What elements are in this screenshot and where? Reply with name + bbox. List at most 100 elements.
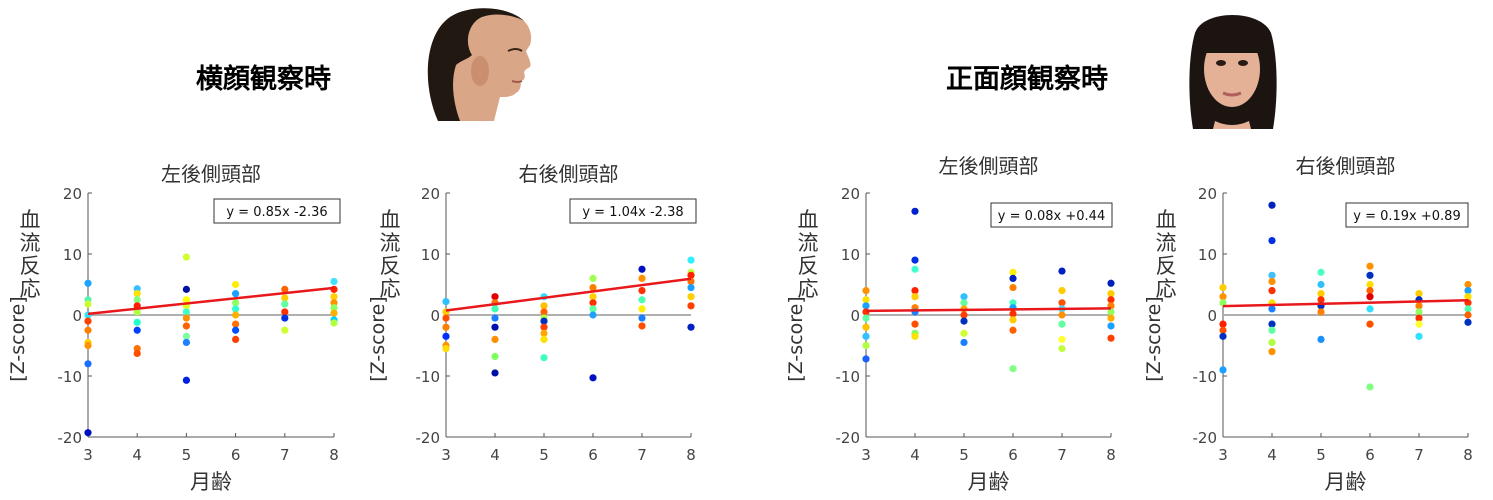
y-axis-label-char: 応 bbox=[1156, 277, 1177, 301]
data-point bbox=[960, 329, 968, 337]
data-point bbox=[281, 308, 289, 316]
data-point bbox=[911, 287, 919, 295]
data-point bbox=[1219, 283, 1227, 292]
data-point bbox=[540, 317, 548, 325]
data-point bbox=[638, 265, 646, 273]
x-tick-label: 7 bbox=[1057, 446, 1067, 464]
data-point bbox=[687, 293, 695, 301]
y-tick-label: 10 bbox=[841, 246, 860, 264]
y-axis-label-char: 流 bbox=[1156, 231, 1177, 255]
y-tick-label: -20 bbox=[416, 429, 441, 447]
regression-line bbox=[445, 277, 692, 312]
data-point bbox=[182, 376, 190, 384]
frontal-face-photo bbox=[1185, 3, 1280, 129]
data-point bbox=[862, 302, 870, 310]
data-point bbox=[1058, 299, 1066, 307]
data-point bbox=[442, 344, 450, 353]
data-point bbox=[1107, 296, 1115, 304]
data-point bbox=[330, 293, 338, 301]
x-tick-label: 6 bbox=[1365, 446, 1375, 464]
x-tick-label: 8 bbox=[1106, 446, 1116, 464]
data-point bbox=[1464, 318, 1472, 326]
y-axis-label-char: 流 bbox=[20, 231, 41, 255]
data-point bbox=[1317, 335, 1325, 343]
data-point bbox=[960, 293, 968, 301]
data-point bbox=[960, 338, 968, 347]
y-tick-label: -10 bbox=[836, 368, 861, 386]
data-point bbox=[1268, 236, 1276, 245]
y-tick-label: 10 bbox=[63, 246, 82, 264]
data-point bbox=[862, 355, 870, 363]
data-point bbox=[1268, 277, 1276, 286]
data-point bbox=[330, 309, 338, 317]
data-point bbox=[1366, 320, 1374, 328]
y-tick-label: 20 bbox=[421, 185, 440, 203]
data-point bbox=[540, 335, 548, 343]
y-tick-label: 20 bbox=[63, 185, 82, 203]
x-tick-label: 4 bbox=[490, 446, 500, 464]
data-point bbox=[911, 265, 919, 273]
data-point bbox=[1107, 308, 1115, 316]
data-point bbox=[589, 374, 597, 382]
data-point bbox=[1464, 287, 1472, 295]
chart-title: 左後側頭部 bbox=[939, 154, 1039, 178]
data-point bbox=[862, 314, 870, 322]
x-tick-label: 3 bbox=[83, 446, 93, 464]
data-point bbox=[1464, 311, 1472, 319]
data-point bbox=[960, 311, 968, 319]
data-point bbox=[862, 323, 870, 331]
data-point bbox=[491, 314, 499, 322]
y-axis-label-unit: [Z-score] bbox=[7, 296, 29, 381]
data-point bbox=[491, 293, 499, 301]
data-point bbox=[84, 429, 92, 437]
y-axis-label-char: 応 bbox=[380, 277, 401, 301]
data-point bbox=[638, 287, 646, 295]
data-point bbox=[84, 317, 92, 325]
y-axis-label-char: 反 bbox=[380, 254, 401, 278]
x-tick-label: 5 bbox=[959, 446, 969, 464]
y-tick-label: 20 bbox=[841, 185, 860, 203]
data-point bbox=[84, 279, 92, 287]
x-tick-label: 4 bbox=[132, 446, 142, 464]
equation-label: y = 0.08x +0.44 bbox=[998, 209, 1105, 224]
data-point bbox=[1317, 280, 1325, 289]
chart-panel-1: 左後側頭部 -20 -10 0 10 20 3 4 5 6 7 8 y = 0.85x -2.36 月齢 血… bbox=[7, 162, 341, 494]
data-point bbox=[1009, 316, 1017, 324]
y-tick-label: -20 bbox=[1193, 429, 1218, 447]
data-point bbox=[638, 322, 646, 330]
data-point bbox=[182, 308, 190, 316]
data-point bbox=[232, 311, 240, 319]
data-point bbox=[1219, 299, 1227, 307]
data-point bbox=[1219, 320, 1227, 328]
data-point bbox=[232, 320, 240, 328]
y-axis-label-char: 反 bbox=[798, 254, 819, 278]
x-tick-label: 6 bbox=[588, 446, 598, 464]
regression-line bbox=[865, 307, 1112, 313]
data-point bbox=[133, 326, 141, 334]
data-point bbox=[491, 335, 499, 343]
x-tick-label: 4 bbox=[1267, 446, 1277, 464]
chart-title: 右後側頭部 bbox=[1296, 154, 1396, 178]
data-point bbox=[84, 341, 92, 350]
chart-title: 右後側頭部 bbox=[519, 162, 619, 186]
data-point bbox=[589, 274, 597, 282]
x-tick-label: 8 bbox=[329, 446, 339, 464]
data-point bbox=[1415, 290, 1423, 298]
data-point bbox=[1219, 326, 1227, 334]
y-axis-label-char: 反 bbox=[1156, 254, 1177, 278]
data-point bbox=[687, 302, 695, 310]
y-axis-label-char: 流 bbox=[798, 231, 819, 255]
y-axis-label-char: 応 bbox=[798, 277, 819, 301]
data-point bbox=[1415, 308, 1423, 316]
data-point bbox=[1415, 302, 1423, 310]
x-tick-label: 5 bbox=[1316, 446, 1326, 464]
data-point bbox=[1317, 290, 1325, 298]
data-point bbox=[281, 294, 289, 302]
y-axis-label-unit: [Z-score] bbox=[1143, 296, 1165, 381]
data-point bbox=[491, 305, 499, 313]
y-tick-label: 0 bbox=[72, 307, 82, 325]
data-point bbox=[1366, 383, 1374, 391]
data-point bbox=[182, 314, 190, 322]
data-point bbox=[911, 320, 919, 328]
y-tick-label: -10 bbox=[1193, 368, 1218, 386]
